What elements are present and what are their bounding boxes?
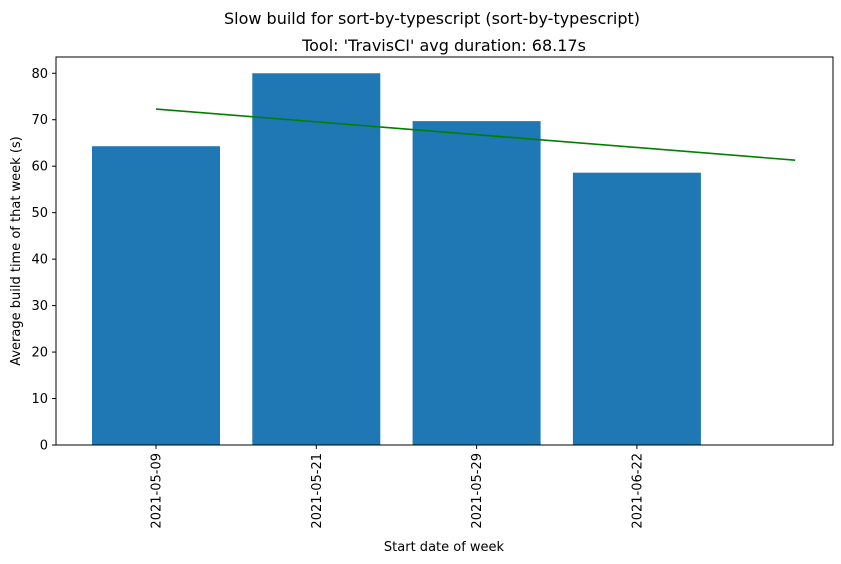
bar bbox=[252, 73, 381, 445]
y-tick-label: 70 bbox=[31, 113, 48, 128]
y-tick-label: 50 bbox=[31, 206, 48, 221]
y-tick-label: 30 bbox=[31, 299, 48, 314]
y-tick-label: 80 bbox=[31, 67, 48, 82]
y-tick-label: 40 bbox=[31, 253, 48, 268]
x-tick-label: 2021-05-29 bbox=[470, 453, 485, 529]
x-axis-label: Start date of week bbox=[384, 540, 505, 555]
bar bbox=[572, 172, 701, 445]
x-tick-label: 2021-06-22 bbox=[630, 453, 645, 529]
x-tick-label: 2021-05-21 bbox=[310, 453, 325, 529]
trend-line bbox=[155, 108, 796, 161]
x-tick-label: 2021-05-09 bbox=[150, 453, 165, 529]
y-tick-label: 60 bbox=[31, 160, 48, 175]
chart-title: Slow build for sort-by-typescript (sort-… bbox=[224, 9, 640, 28]
y-axis-label: Average build time of that week (s) bbox=[9, 136, 24, 366]
y-tick-label: 0 bbox=[40, 439, 48, 454]
chart-subtitle: Tool: 'TravisCI' avg duration: 68.17s bbox=[301, 36, 586, 55]
y-tick-label: 20 bbox=[31, 346, 48, 361]
plot-area: 0 10 20 30 40 50 60 70 80 2021-05-09 2021-05-21 202… bbox=[31, 67, 796, 529]
bar bbox=[92, 146, 220, 445]
bar bbox=[412, 121, 541, 446]
y-tick-label: 10 bbox=[31, 392, 48, 407]
axes-frame bbox=[55, 56, 834, 446]
